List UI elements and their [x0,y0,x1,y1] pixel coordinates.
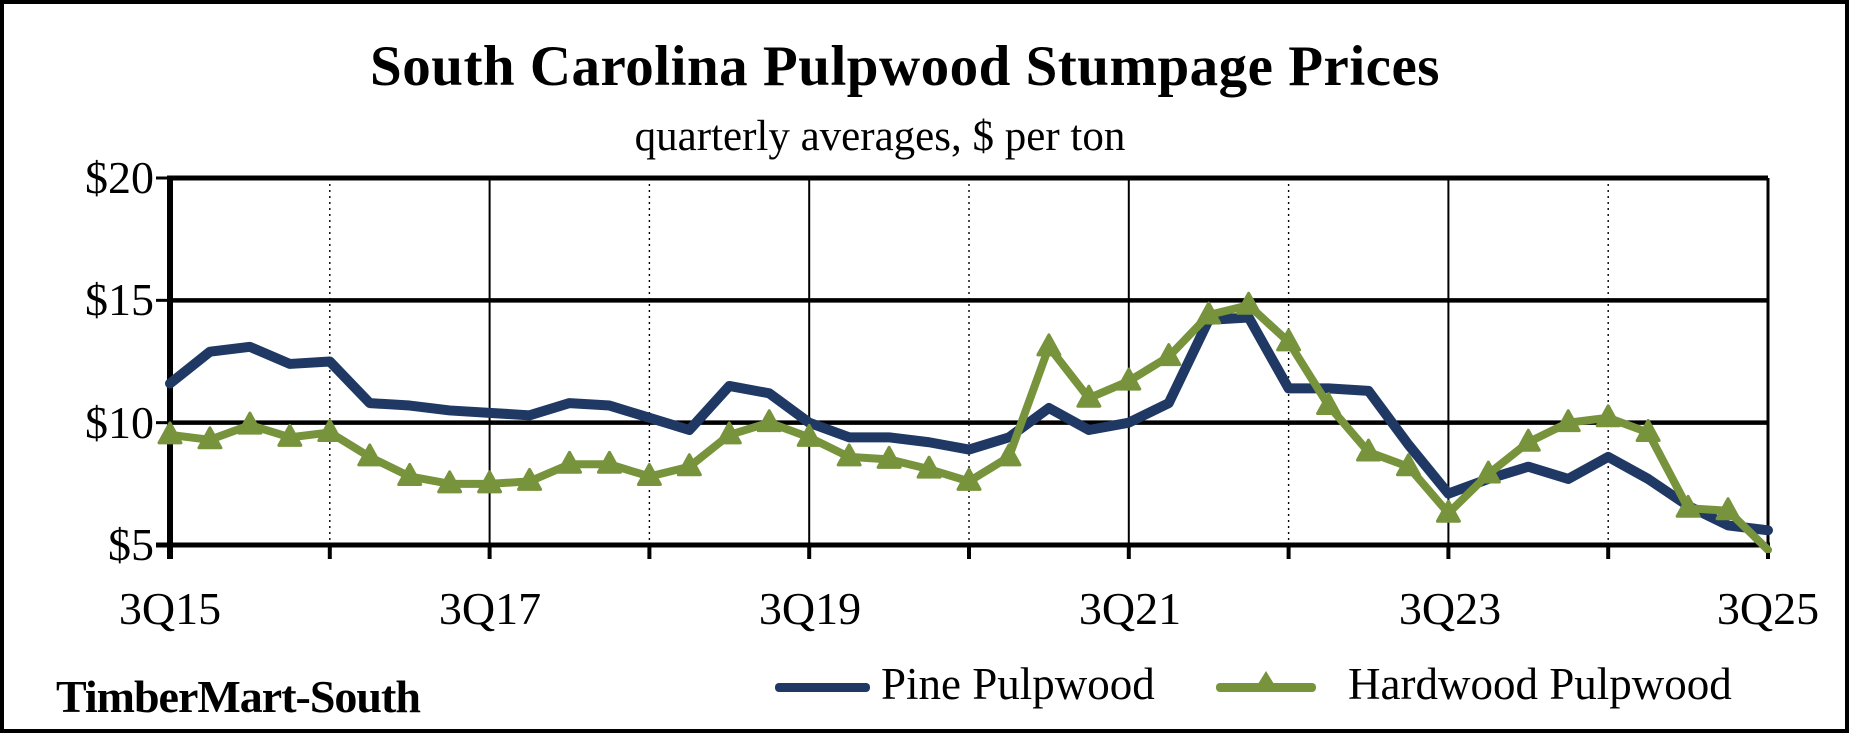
hardwood-marker-triangle-icon [397,462,423,486]
hardwood-marker-triangle-icon [1236,291,1262,315]
x-tick-label-3q15: 3Q15 [118,583,222,634]
x-tick-label-3q25: 3Q25 [1716,583,1820,634]
hardwood-marker-triangle-icon [1635,418,1661,442]
hardwood-marker-triangle-icon [916,455,942,479]
hardwood-marker-triangle-icon [1076,384,1102,408]
hardwood-marker-triangle-icon [197,426,223,450]
hardwood-legend-label: Hardwood Pulpwood [1348,659,1732,709]
source-label: TimberMart-South [56,671,421,722]
hardwood-marker-triangle-icon [596,450,622,474]
y-tick-label-5: $5 [108,519,154,570]
hardwood-marker-triangle-icon [517,467,543,491]
hardwood-marker-triangle-icon [237,411,263,435]
hardwood-marker-triangle-icon [1196,301,1222,325]
pine-legend-label: Pine Pulpwood [881,659,1155,709]
hardwood-marker-triangle-icon [477,470,503,494]
hardwood-marker-triangle-icon [557,450,582,474]
hardwood-marker-triangle-icon [996,443,1022,467]
hardwood-marker-triangle-icon [636,462,662,486]
chart-subtitle: quarterly averages, $ per ton [634,113,1126,160]
hardwood-marker-triangle-icon [157,421,183,445]
y-tick-label-20: $20 [85,152,154,203]
hardwood-marker-triangle-icon [1395,453,1421,477]
hardwood-marker-triangle-icon [756,409,782,433]
hardwood-marker-triangle-icon [1156,343,1182,367]
hardwood-marker-triangle-icon [876,445,902,469]
hardwood-marker-triangle-icon [1555,409,1581,433]
hardwood-marker-triangle-icon [716,421,742,445]
hardwood-marker-triangle-icon [836,443,862,467]
hardwood-marker-triangle-icon [357,443,383,467]
hardwood-marker-triangle-icon [1675,494,1701,518]
pine-legend-line [775,683,870,692]
hardwood-marker-triangle-icon [1276,328,1302,352]
pine-series-line [165,312,1773,536]
hardwood-marker-triangle-icon [676,453,702,477]
hardwood-marker-triangle-icon [1116,367,1142,391]
x-tick-label-3q17: 3Q17 [438,583,542,634]
hardwood-marker-triangle-icon [1515,428,1541,452]
hardwood-marker-triangle-icon [437,470,463,494]
hardwood-marker-triangle-icon [796,423,822,447]
hardwood-marker-triangle-icon [277,423,303,447]
x-tick-label-3q19: 3Q19 [758,583,862,634]
hardwood-marker-triangle-icon [1356,438,1381,462]
hardwood-marker-triangle-icon [1715,497,1741,521]
hardwood-marker-triangle-icon [1316,392,1342,416]
hardwood-marker-triangle-icon [956,467,982,491]
x-tick-label-3q21: 3Q21 [1078,583,1182,634]
chart-title: South Carolina Pulpwood Stumpage Prices [370,35,1440,98]
hardwood-marker-triangle-icon [317,418,343,442]
y-tick-label-15: $15 [85,274,154,325]
hardwood-marker-triangle-icon [1435,499,1461,523]
hardwood-marker-triangle-icon [1595,404,1621,428]
hardwood-marker-triangle-icon [1475,460,1501,484]
hardwood-marker-triangle-icon [1036,333,1062,357]
x-tick-label-3q23: 3Q23 [1398,583,1502,634]
hardwood-legend-triangle-icon [1253,671,1279,692]
y-tick-label-10: $10 [85,397,154,448]
